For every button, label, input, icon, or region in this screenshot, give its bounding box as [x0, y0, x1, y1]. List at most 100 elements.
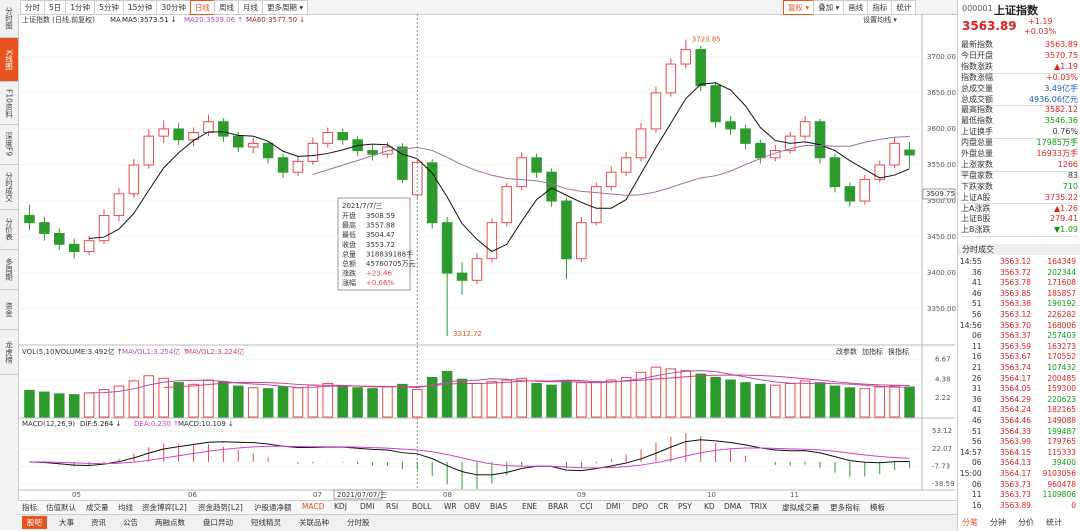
- trade-volume: 0: [1071, 500, 1076, 510]
- candle-body: [710, 85, 721, 123]
- indicator-tab[interactable]: DPO: [632, 502, 649, 511]
- side-tab[interactable]: 分时图: [0, 0, 18, 38]
- side-tab[interactable]: 分时成交: [0, 165, 18, 210]
- indicator-tab[interactable]: RSI: [386, 502, 399, 511]
- indicator-tab[interactable]: 沪股通净额: [254, 503, 292, 512]
- bottom-tab[interactable]: 分时股: [347, 518, 370, 527]
- volume-bar: [322, 382, 334, 418]
- panel-action[interactable]: 加指标: [862, 347, 883, 356]
- side-tab[interactable]: K线图: [0, 38, 18, 82]
- panel-action[interactable]: 改参数: [836, 347, 857, 356]
- trade-volume: 168006: [1047, 320, 1076, 330]
- volume-bar: [561, 380, 572, 418]
- indicator-tab[interactable]: BRAR: [548, 502, 569, 511]
- indicator-tab[interactable]: DMI: [606, 502, 621, 511]
- volume-bar: [650, 366, 662, 418]
- indicator-tab[interactable]: CCI: [580, 502, 593, 511]
- side-tab[interactable]: 龙虎榜: [0, 330, 18, 375]
- quote-value: 3735.22: [1044, 192, 1078, 202]
- quote-label: 上A涨跌: [961, 203, 991, 213]
- trade-time: 14:55: [960, 257, 982, 266]
- side-tab[interactable]: F10资料: [0, 82, 18, 125]
- period-button[interactable]: 月线: [237, 0, 263, 15]
- trade-time: 14:57: [960, 447, 982, 457]
- ma-setting: 设置均线 ▾: [863, 15, 897, 24]
- bottom-tab[interactable]: 关联品种: [299, 518, 329, 527]
- indicator-tab[interactable]: CR: [658, 502, 669, 511]
- period-button[interactable]: 15分钟: [122, 0, 158, 15]
- period-button[interactable]: 5分钟: [94, 0, 124, 15]
- side-tab[interactable]: 多周期: [0, 250, 18, 290]
- macd-tick-label: -38.59: [932, 480, 955, 488]
- indicator-tab[interactable]: ENE: [522, 502, 538, 511]
- tool-button[interactable]: 画线: [843, 0, 869, 15]
- indicator-tab[interactable]: KD: [704, 502, 715, 511]
- bottom-tab[interactable]: 公告: [123, 518, 138, 527]
- indicator-tab[interactable]: KDJ: [334, 502, 347, 511]
- bottom-tab[interactable]: 盘口异动: [203, 518, 233, 527]
- quote-value: ▼1.09: [1054, 225, 1078, 235]
- panel-action[interactable]: 换指标: [888, 347, 909, 356]
- bottom-tab[interactable]: 大事: [59, 518, 74, 527]
- quote-row: 指数涨幅 +0.03%: [961, 73, 1078, 84]
- trade-tab[interactable]: 分钟: [990, 518, 1006, 527]
- quote-row: 最新指数 3563.89: [961, 40, 1078, 51]
- period-button[interactable]: 5日: [44, 0, 67, 15]
- indicator-tab[interactable]: 估值默认: [46, 503, 76, 512]
- volume-bar: [725, 379, 736, 418]
- indicator-tab[interactable]: PSY: [678, 502, 692, 511]
- period-button[interactable]: 周线: [213, 0, 239, 15]
- bottom-tab[interactable]: 短线精灵: [251, 518, 281, 527]
- bottom-tab[interactable]: 两融点数: [155, 518, 185, 527]
- volume-bar: [665, 368, 677, 418]
- side-tab[interactable]: 分价表: [0, 210, 18, 250]
- indicator-tab[interactable]: BIAS: [490, 502, 508, 511]
- indicator-tab[interactable]: 指标: [22, 503, 37, 512]
- indicator-tab[interactable]: 资金博弈[L2]: [142, 503, 187, 512]
- indicator-tab[interactable]: 模板: [870, 503, 885, 512]
- indicator-tab[interactable]: DMA: [724, 502, 742, 511]
- side-tab[interactable]: 资金: [0, 290, 18, 330]
- indicator-tab[interactable]: 资金趋势[L2]: [198, 503, 243, 512]
- period-button[interactable]: 1分钟: [65, 0, 96, 15]
- quote-label: 最新指数: [961, 40, 993, 49]
- volume-bar: [859, 388, 871, 418]
- mavol2-line: [163, 374, 910, 388]
- tool-button[interactable]: 统计: [891, 0, 917, 15]
- trade-tab[interactable]: 分价: [1018, 518, 1034, 527]
- period-button[interactable]: 分时: [20, 0, 45, 15]
- volume-bar: [591, 381, 602, 418]
- period-button[interactable]: 日线: [189, 0, 215, 15]
- trade-tab[interactable]: 统计: [1046, 518, 1062, 527]
- indicator-tab[interactable]: DMI: [360, 502, 375, 511]
- indicator-tab[interactable]: MACD: [302, 502, 325, 511]
- tool-button[interactable]: 复权 ▾: [783, 0, 815, 15]
- trade-volume: 163273: [1047, 341, 1076, 351]
- indicator-tab[interactable]: WR: [444, 502, 457, 511]
- indicator-tab[interactable]: 均线: [118, 503, 133, 512]
- indicator-tab[interactable]: 更多指标: [830, 503, 860, 512]
- bottom-tab[interactable]: 股吧: [22, 516, 47, 529]
- trade-tab[interactable]: 分笔: [962, 518, 978, 527]
- tool-button[interactable]: 指标: [867, 0, 893, 15]
- quote-value: 16933万手: [1036, 149, 1078, 158]
- side-tab[interactable]: 深度F9: [0, 125, 18, 165]
- indicator-tab[interactable]: 虚拟成交量: [782, 503, 820, 512]
- period-button[interactable]: 更多周期 ▾: [261, 0, 309, 15]
- stock-change: +1.19: [1028, 17, 1053, 26]
- quote-label: 平盘家数: [961, 170, 993, 180]
- indicator-tab[interactable]: 成交量: [86, 503, 109, 512]
- price-marker-box: [922, 188, 956, 200]
- indicator-tab[interactable]: BOLL: [412, 502, 432, 511]
- tool-button[interactable]: 叠加 ▾: [813, 0, 845, 15]
- period-button[interactable]: 30分钟: [156, 0, 191, 15]
- volume-bar: [158, 377, 169, 418]
- tooltip-label: 最低: [342, 230, 356, 239]
- indicator-tab[interactable]: TRIX: [750, 502, 768, 511]
- quote-label: 上证A股: [961, 192, 991, 202]
- indicator-tab[interactable]: OBV: [464, 502, 480, 511]
- chart: 3700.00 3650.00 3600.00 3550.00 3500.00 3450.…: [18, 14, 956, 500]
- candle-body: [486, 222, 498, 260]
- bottom-tab[interactable]: 资讯: [91, 518, 106, 527]
- trade-price: 3563.72: [1000, 267, 1032, 277]
